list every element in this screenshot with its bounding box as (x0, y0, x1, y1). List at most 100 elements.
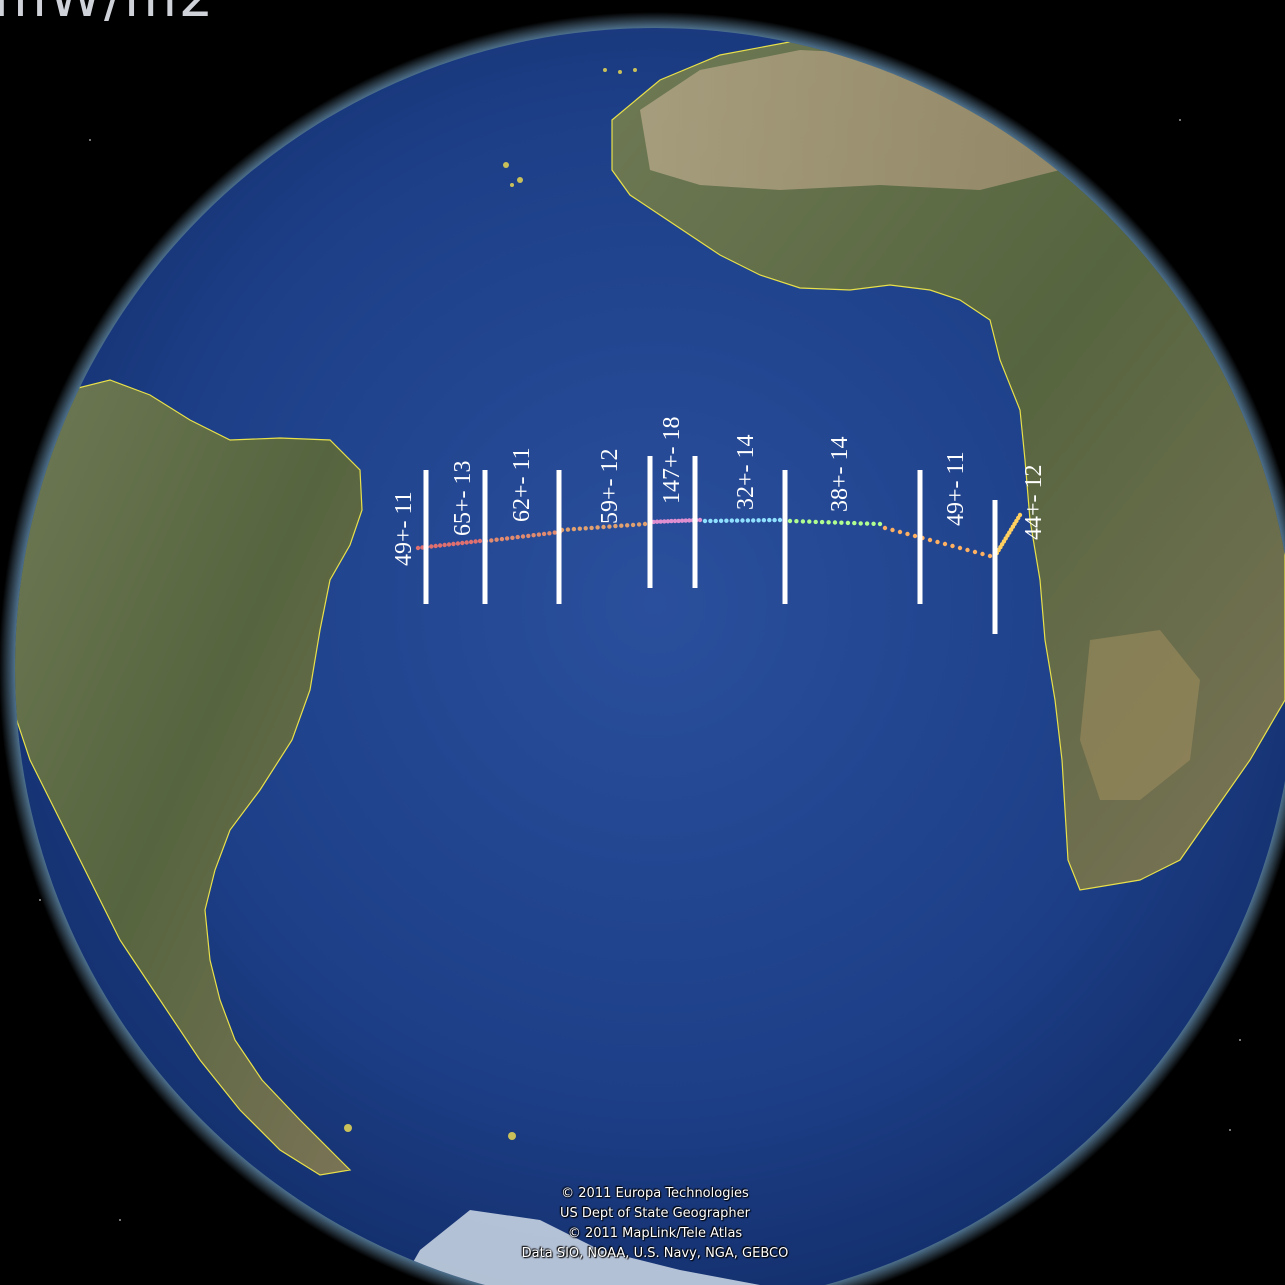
sample-point (708, 518, 713, 524)
sample-point (965, 547, 970, 553)
antarctica-edge (400, 1210, 760, 1285)
sample-point (751, 518, 756, 523)
map-attribution: © 2011 Europa Technologies US Dept of St… (440, 1184, 870, 1264)
kalahari (1080, 630, 1200, 800)
sample-point (451, 541, 456, 547)
sample-point (455, 541, 461, 546)
south-america (15, 379, 363, 1176)
sample-point (756, 518, 761, 523)
sample-point (437, 543, 443, 548)
sample-point (683, 518, 688, 523)
sample-point (672, 518, 678, 524)
sample-point (957, 545, 963, 551)
segment-label: 38+- 14 (827, 436, 853, 512)
sample-point (819, 519, 825, 525)
sample-point (832, 520, 838, 525)
sample-point (536, 532, 542, 537)
sample-point (972, 549, 978, 555)
sample-point (772, 517, 777, 523)
sample-point (794, 519, 799, 524)
segment-label: 32+- 14 (733, 434, 759, 510)
sample-point (510, 535, 515, 540)
sample-point (565, 527, 571, 532)
sample-point (477, 538, 483, 544)
sample-point (905, 531, 910, 537)
sample-point (845, 520, 851, 526)
sample-point (871, 521, 876, 526)
sample-point (515, 534, 520, 540)
sample-point (499, 536, 505, 542)
sample-point (676, 518, 681, 524)
sample-point (702, 518, 708, 524)
sample-point (950, 543, 955, 549)
sample-point (658, 519, 663, 524)
sample-point (665, 519, 671, 524)
sample-point (526, 533, 531, 539)
sample-point (935, 539, 940, 545)
sample-point (987, 553, 993, 559)
sample-point (468, 539, 474, 545)
sample-point (890, 527, 895, 533)
attribution-line: © 2011 Europa Technologies (561, 1186, 749, 1201)
sample-point (787, 518, 793, 524)
sample-point (583, 526, 588, 531)
sample-point (858, 521, 863, 526)
segment-label: 49+- 11 (391, 491, 417, 566)
stars (39, 119, 1241, 1221)
sample-point (807, 519, 812, 524)
sample-point (589, 525, 594, 531)
unit-title: mW/m2 (0, 0, 215, 29)
sample-point (541, 531, 547, 537)
segment-label: 44+- 12 (1021, 464, 1047, 540)
sample-point (504, 536, 510, 541)
sample-point (464, 540, 469, 545)
sample-point (864, 521, 870, 526)
sample-point (718, 518, 724, 523)
sample-point (942, 541, 948, 547)
segment-label: 147+- 18 (659, 416, 685, 504)
sample-point (619, 523, 624, 528)
sample-point (531, 533, 536, 538)
segment-dividers (423, 456, 998, 634)
sample-point (420, 545, 425, 550)
sample-point (601, 524, 606, 530)
sample-point (813, 519, 818, 525)
sample-point (625, 523, 630, 528)
sample-point (460, 540, 465, 546)
sample-point (446, 542, 452, 547)
sample-point (882, 525, 888, 531)
sample-point (571, 526, 577, 532)
sample-point (897, 529, 903, 535)
sample-point (713, 518, 718, 524)
sample-point (980, 551, 985, 557)
sample-point (494, 537, 499, 542)
sample-point (767, 517, 772, 523)
sample-point (607, 524, 612, 529)
sample-point (433, 543, 438, 549)
sample-point (839, 520, 844, 525)
heat-flow-profile (415, 456, 1023, 634)
sample-point (613, 523, 618, 529)
sample-point (630, 522, 636, 528)
sample-point (429, 544, 434, 549)
sample-point (745, 518, 751, 523)
sample-point (734, 518, 740, 523)
sample-point (662, 519, 667, 524)
sample-point (1017, 512, 1023, 518)
attribution-line: Data SIO, NOAA, U.S. Navy, NGA, GEBCO (521, 1246, 789, 1261)
sample-point (489, 538, 494, 543)
sample-point (800, 519, 806, 524)
segment-label: 49+- 11 (943, 451, 969, 526)
sample-point (669, 518, 674, 524)
sample-point (520, 534, 526, 539)
sample-point (724, 518, 729, 523)
sample-point (577, 526, 582, 531)
sample-point (877, 521, 883, 527)
sample-point (636, 522, 642, 527)
segment-label: 65+- 13 (450, 460, 476, 536)
sample-point (777, 517, 783, 523)
sample-point (595, 525, 600, 530)
sample-point (473, 539, 478, 544)
ocean (15, 28, 1285, 1285)
